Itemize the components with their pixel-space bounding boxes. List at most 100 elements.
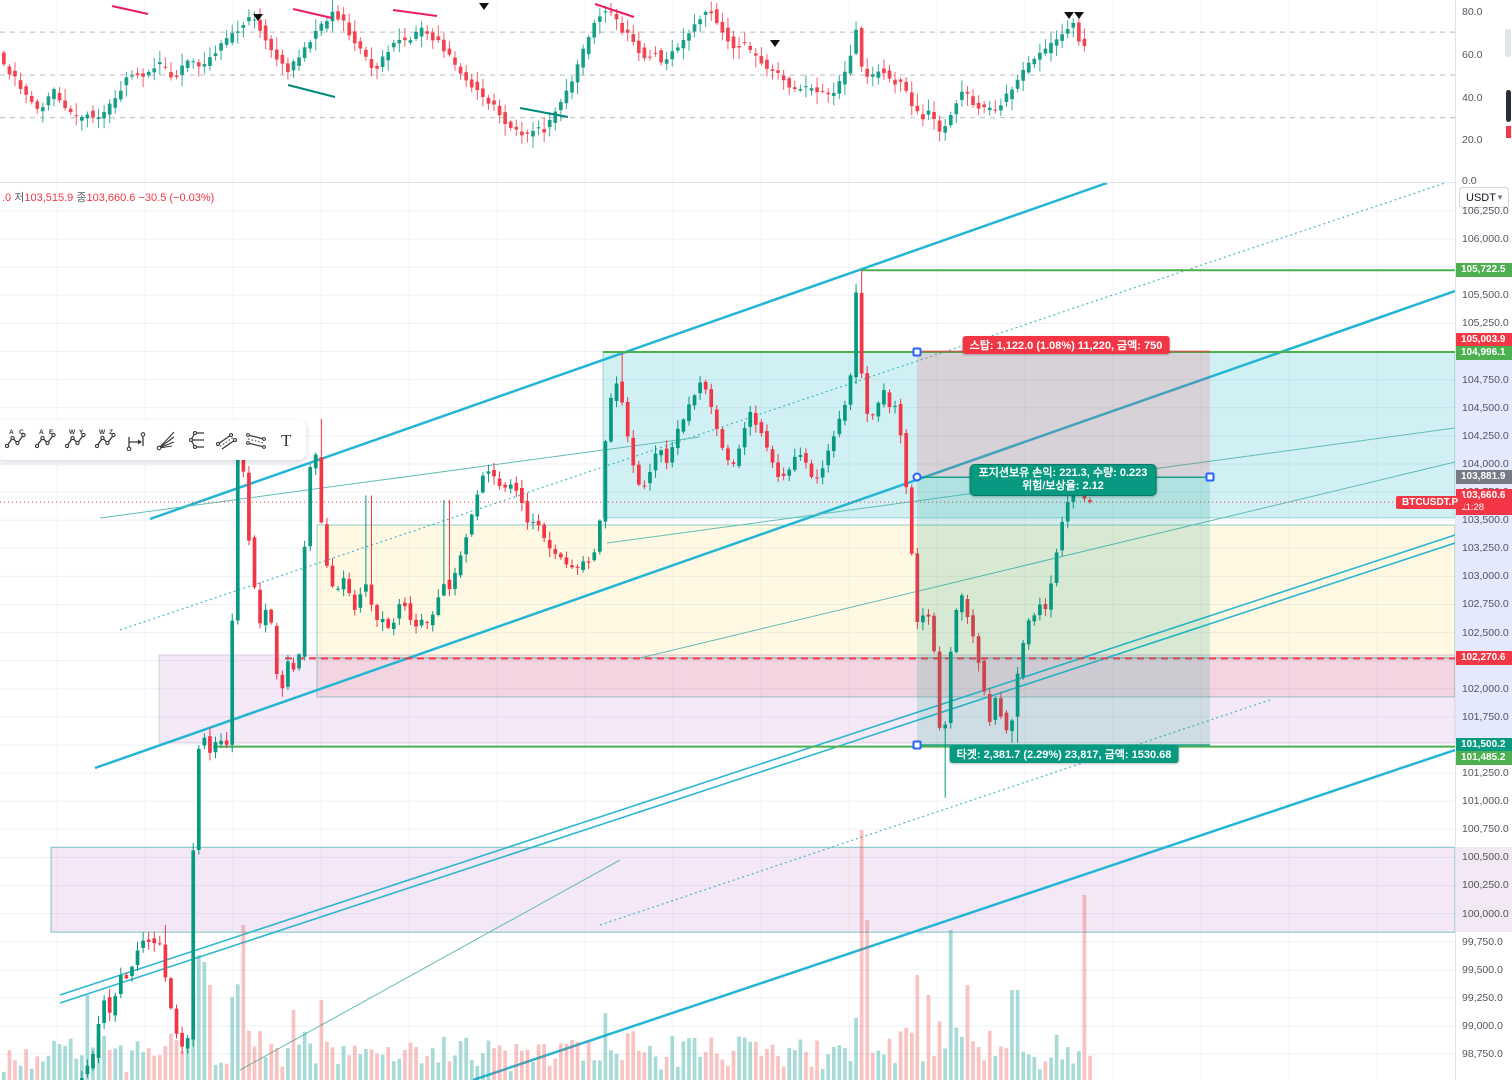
price-axis-label: 104,996.1 bbox=[1456, 346, 1512, 360]
legend-part: 103,515.9 bbox=[24, 192, 77, 204]
scrollbar-thumb[interactable] bbox=[1506, 90, 1511, 122]
price-tick: 99,750.0 bbox=[1462, 936, 1503, 948]
divergence-line bbox=[594, 3, 635, 18]
main-grid bbox=[0, 183, 1455, 1080]
oscillator-tick: 0.0 bbox=[1462, 175, 1477, 187]
candles bbox=[79, 270, 1092, 1080]
trend-line bbox=[99, 436, 701, 519]
price-axis-label: 103,881.9 bbox=[1456, 470, 1512, 484]
legend-part: 종 bbox=[76, 192, 87, 204]
price-tick: 101,750.0 bbox=[1462, 711, 1509, 723]
main-chart-pane[interactable] bbox=[0, 183, 1455, 1080]
trend-line bbox=[239, 859, 621, 1071]
position-profit-zone bbox=[917, 477, 1210, 745]
divergence-line bbox=[519, 107, 569, 118]
down-arrow-marker bbox=[1074, 12, 1084, 19]
price-tick: 106,000.0 bbox=[1462, 233, 1509, 245]
down-arrow-marker bbox=[479, 3, 489, 10]
target-handle[interactable] bbox=[912, 740, 922, 750]
svg-text:E: E bbox=[49, 429, 54, 436]
alert-marker bbox=[1506, 126, 1511, 138]
price-tick: 104,000.0 bbox=[1462, 458, 1509, 470]
oscillator-tick: 40.0 bbox=[1462, 92, 1483, 104]
oscillator-pane[interactable] bbox=[0, 0, 1455, 182]
price-tick: 104,750.0 bbox=[1462, 374, 1509, 386]
oscillator-tick: 20.0 bbox=[1462, 134, 1483, 146]
text-tool-icon[interactable]: T bbox=[272, 425, 300, 455]
trend-line bbox=[472, 748, 1455, 1080]
trend-line bbox=[59, 534, 1455, 996]
price-tick: 103,000.0 bbox=[1462, 570, 1509, 582]
disjoint-channel-icon[interactable] bbox=[242, 425, 270, 455]
legend-part: 103,660.6 bbox=[86, 192, 139, 204]
fork-icon[interactable] bbox=[182, 425, 210, 455]
price-axis-label: 103,660.6 11:28 bbox=[1456, 489, 1512, 515]
svg-text:C: C bbox=[19, 429, 24, 436]
svg-text:W: W bbox=[99, 429, 106, 436]
entry-handle-right[interactable] bbox=[1205, 472, 1215, 482]
demand-zone-purple-low bbox=[50, 846, 1455, 933]
price-axis-label: 105,003.9 bbox=[1456, 333, 1512, 347]
svg-text:W: W bbox=[69, 429, 76, 436]
down-arrow-marker bbox=[770, 40, 780, 47]
price-tick: 103,500.0 bbox=[1462, 514, 1509, 526]
position-pnl-text: 포지션보유 손익: 221.3, 수량: 0.223 bbox=[978, 467, 1148, 479]
legend-part: .0 bbox=[2, 192, 15, 204]
position-entry-label[interactable]: 포지션보유 손익: 221.3, 수량: 0.223 위험/보상율: 2.12 bbox=[969, 464, 1157, 496]
price-tick: 99,250.0 bbox=[1462, 992, 1503, 1004]
fan-lines-icon[interactable] bbox=[152, 425, 180, 455]
take-profit-label[interactable]: 타겟: 2,381.7 (2.29%) 23,817, 금액: 1530.68 bbox=[949, 745, 1179, 763]
scrollbar-track bbox=[1505, 29, 1511, 57]
pane-separator[interactable] bbox=[0, 182, 1512, 183]
svg-text:A: A bbox=[9, 429, 14, 436]
price-tick: 104,500.0 bbox=[1462, 402, 1509, 414]
price-tick: 99,000.0 bbox=[1462, 1020, 1503, 1032]
legend-part: 저 bbox=[14, 192, 25, 204]
trend-line bbox=[119, 183, 1446, 631]
price-tick: 103,250.0 bbox=[1462, 542, 1509, 554]
divergence-line bbox=[287, 84, 336, 98]
stop-loss-label[interactable]: 스탑: 1,122.0 (1.08%) 11,220, 금액: 750 bbox=[962, 336, 1170, 354]
svg-text:A: A bbox=[39, 429, 44, 436]
trend-line bbox=[94, 289, 1455, 770]
price-tick: 101,000.0 bbox=[1462, 795, 1509, 807]
axis-selection-tint bbox=[1456, 352, 1512, 747]
currency-label: USDT bbox=[1466, 191, 1496, 204]
divergence-line bbox=[292, 8, 333, 19]
highlight-zones bbox=[50, 351, 1455, 933]
svg-text:Z: Z bbox=[109, 429, 113, 436]
price-tick: 102,000.0 bbox=[1462, 683, 1509, 695]
axis-selection-tint bbox=[1456, 847, 1512, 932]
entry-handle-left[interactable] bbox=[912, 472, 922, 482]
osc-candles bbox=[2, 0, 1087, 149]
price-tick: 100,500.0 bbox=[1462, 851, 1509, 863]
risk-reward-text: 위험/보상율: 2.12 bbox=[1022, 480, 1104, 492]
currency-dropdown[interactable]: USDT ▼ bbox=[1459, 187, 1509, 208]
price-axis-label: 105,722.5 bbox=[1456, 263, 1512, 277]
price-axis[interactable]: USDT ▼ 106,250.0 106,000.0 105,500.0 105,25… bbox=[1455, 0, 1512, 1080]
price-tick: 105,500.0 bbox=[1462, 289, 1509, 301]
price-axis-label: 102,270.6 bbox=[1456, 651, 1512, 665]
price-tick: 100,250.0 bbox=[1462, 879, 1509, 891]
trend-extension-icon[interactable] bbox=[122, 425, 150, 455]
oscillator-tick: 80.0 bbox=[1462, 6, 1483, 18]
trend-line bbox=[59, 542, 1455, 1004]
parallel-channel-icon[interactable] bbox=[212, 425, 240, 455]
price-tick: 106,250.0 bbox=[1462, 205, 1509, 217]
price-axis-label: 101,485.2 bbox=[1456, 751, 1512, 765]
stop-handle[interactable] bbox=[912, 347, 922, 357]
price-tick: 100,000.0 bbox=[1462, 908, 1509, 920]
svg-text:T: T bbox=[281, 431, 292, 450]
trend-line bbox=[639, 461, 1455, 659]
price-tick: 102,500.0 bbox=[1462, 627, 1509, 639]
price-tick: 98,750.0 bbox=[1462, 1048, 1503, 1060]
chevron-down-icon: ▼ bbox=[1496, 193, 1504, 202]
symbol-price-tag: BTCUSDT.P bbox=[1396, 496, 1465, 509]
price-tick: 105,250.0 bbox=[1462, 317, 1509, 329]
